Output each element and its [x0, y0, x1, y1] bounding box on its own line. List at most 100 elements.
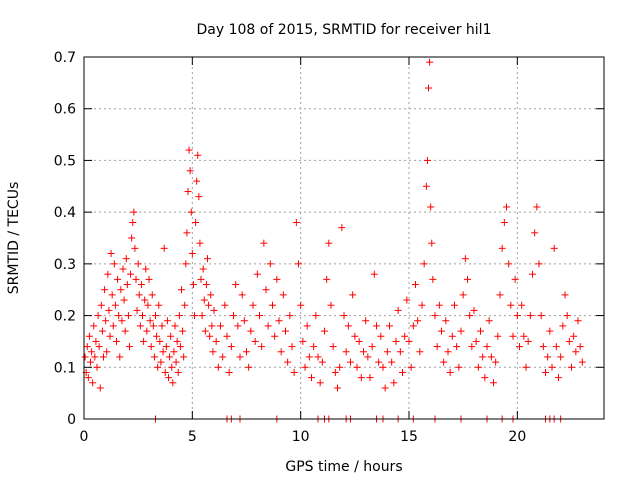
data-point — [150, 353, 158, 361]
data-point — [107, 250, 115, 258]
data-point — [426, 58, 434, 66]
data-point — [90, 322, 98, 330]
data-point — [169, 379, 177, 387]
data-points — [81, 58, 586, 392]
data-point — [440, 358, 448, 366]
data-point — [552, 343, 560, 351]
data-point — [498, 244, 506, 252]
data-point — [360, 348, 367, 356]
data-point — [546, 327, 554, 335]
data-point — [219, 353, 227, 361]
data-point — [137, 281, 145, 289]
data-point — [214, 363, 222, 371]
data-point — [217, 322, 224, 330]
data-point — [565, 337, 573, 345]
data-point — [396, 348, 404, 356]
data-point — [329, 343, 337, 351]
data-point — [85, 332, 93, 340]
data-point — [284, 358, 292, 366]
y-axis-ticks: 0 0.1 0.2 0.3 0.4 0.5 0.6 0.7 — [54, 50, 604, 428]
data-point — [179, 327, 187, 335]
data-point — [555, 374, 562, 382]
data-point — [390, 379, 398, 387]
data-point — [221, 301, 229, 309]
data-point — [470, 306, 478, 314]
data-point — [198, 312, 206, 320]
data-point — [481, 374, 489, 382]
data-point — [288, 343, 296, 351]
data-point — [511, 275, 519, 283]
data-point — [492, 358, 500, 366]
data-point — [362, 317, 370, 325]
data-point — [368, 343, 376, 351]
data-point — [94, 312, 102, 320]
data-point — [301, 363, 309, 371]
data-point — [429, 275, 437, 283]
data-point — [157, 358, 165, 366]
data-point — [128, 234, 136, 242]
data-point — [168, 363, 176, 371]
data-point — [178, 286, 185, 294]
data-point — [92, 337, 100, 345]
data-point — [457, 327, 465, 335]
data-point — [448, 332, 456, 340]
data-point — [160, 244, 168, 252]
data-point — [308, 374, 315, 382]
data-point — [176, 343, 184, 351]
data-point — [529, 270, 536, 278]
data-point — [119, 265, 127, 273]
data-point — [544, 353, 552, 361]
data-point — [266, 260, 274, 268]
data-point — [199, 265, 207, 273]
data-point — [340, 312, 348, 320]
data-point — [522, 363, 530, 371]
data-point — [442, 317, 450, 325]
data-point — [422, 182, 430, 190]
data-point — [557, 353, 565, 361]
data-point — [353, 363, 361, 371]
data-point — [438, 327, 445, 335]
data-point — [260, 239, 268, 247]
data-point — [172, 358, 180, 366]
data-point — [251, 337, 259, 345]
data-point — [204, 255, 211, 263]
data-point — [453, 343, 461, 351]
data-point — [487, 353, 495, 361]
data-point — [186, 167, 194, 175]
x-axis-label: GPS time / hours — [285, 459, 402, 475]
data-point — [466, 312, 474, 320]
data-point — [123, 281, 131, 289]
data-point — [299, 337, 307, 345]
data-point — [95, 343, 103, 351]
data-point — [524, 337, 532, 345]
data-point — [130, 208, 138, 216]
data-point — [212, 337, 220, 345]
x-tick-label: 5 — [188, 429, 197, 445]
data-point — [568, 363, 575, 371]
data-point — [401, 332, 409, 340]
data-point — [258, 343, 266, 351]
data-point — [273, 275, 281, 283]
data-point — [127, 270, 135, 278]
data-point — [166, 353, 174, 361]
data-point — [548, 363, 556, 371]
data-point — [108, 291, 116, 299]
data-point — [117, 286, 125, 294]
data-point — [472, 337, 480, 345]
data-point — [223, 332, 231, 340]
data-point — [243, 348, 250, 356]
data-point — [578, 358, 586, 366]
data-point — [240, 317, 248, 325]
data-point — [286, 312, 294, 320]
data-point — [418, 301, 426, 309]
data-point — [184, 187, 192, 195]
plot-area-border — [83, 56, 605, 420]
data-point — [269, 301, 276, 309]
data-point — [194, 151, 202, 159]
data-point — [364, 353, 372, 361]
data-point — [427, 203, 435, 211]
data-point — [115, 312, 123, 320]
data-point — [174, 368, 182, 376]
data-point — [97, 301, 105, 309]
